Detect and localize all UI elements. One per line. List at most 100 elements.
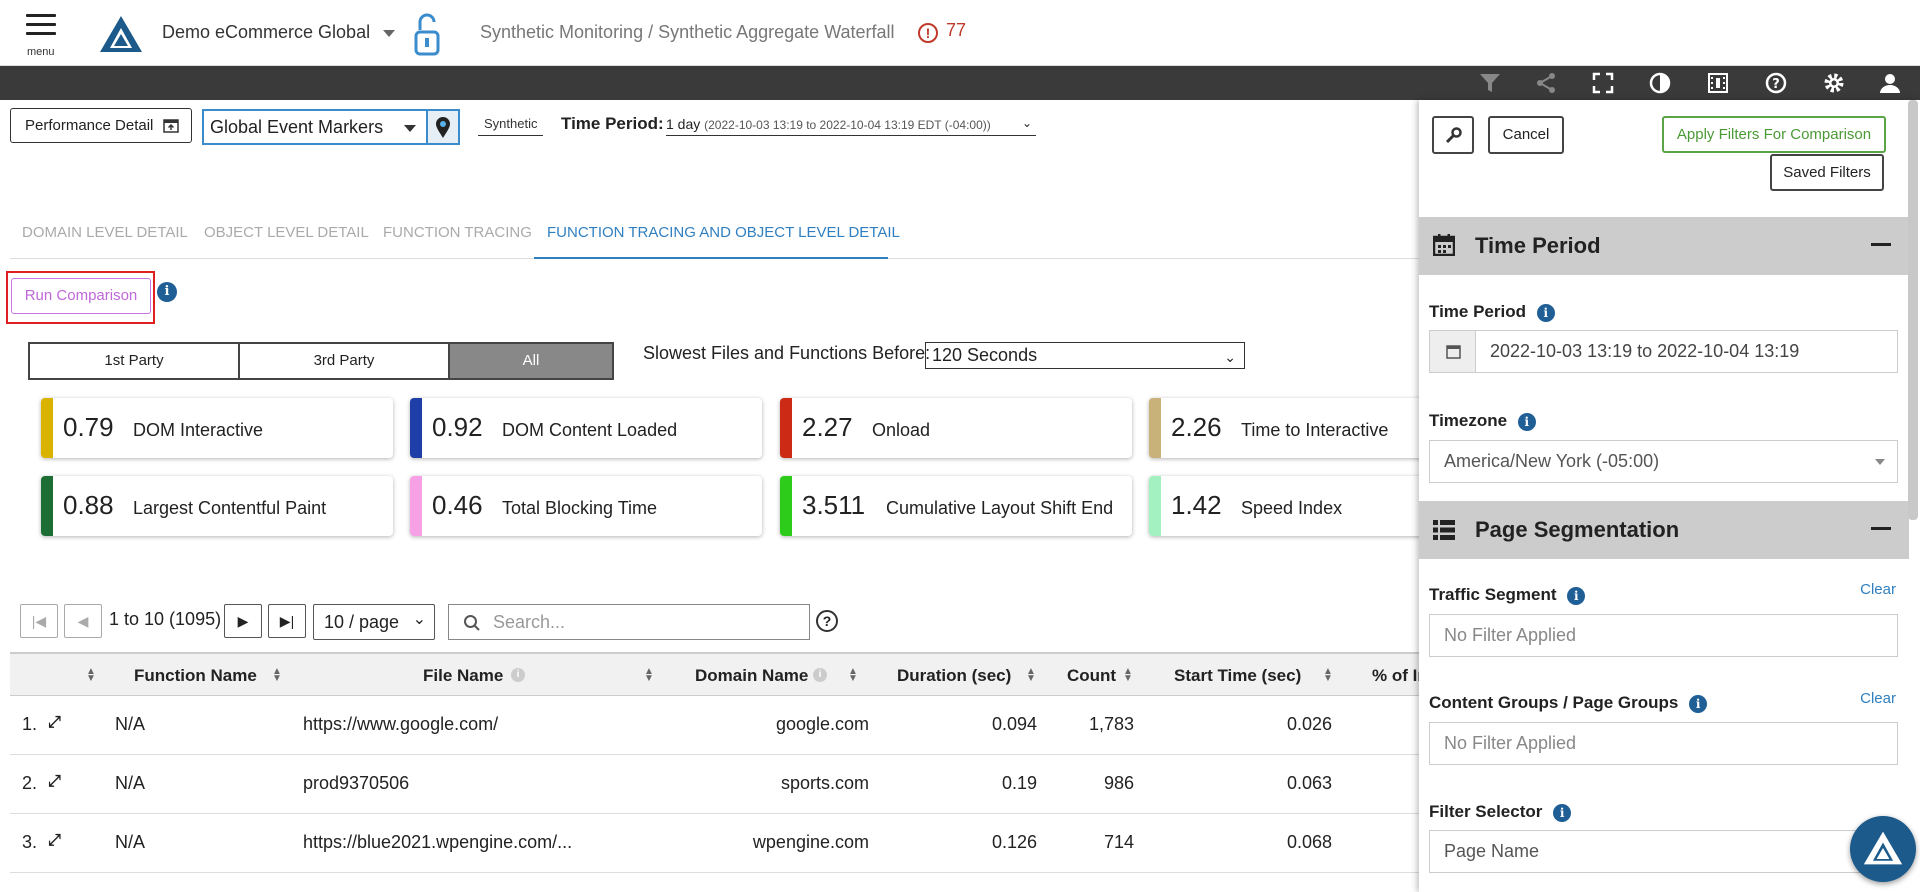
assistant-button[interactable] — [1850, 816, 1916, 882]
share-icon[interactable] — [1534, 71, 1558, 95]
info-icon[interactable]: i — [1536, 304, 1555, 322]
tab-object-level-detail[interactable]: OBJECT LEVEL DETAIL — [204, 224, 369, 241]
last-page-button[interactable]: ▶| — [268, 604, 306, 638]
wrench-button[interactable] — [1432, 116, 1474, 154]
app-switch-caret-icon[interactable] — [383, 30, 395, 37]
fullscreen-icon[interactable] — [1591, 71, 1615, 95]
info-icon[interactable]: i — [1689, 695, 1708, 713]
col-domain-name[interactable]: Domain Name — [695, 666, 809, 685]
collapse-icon[interactable] — [1871, 243, 1891, 246]
first-party-button[interactable]: 1st Party — [28, 342, 240, 380]
expand-icon[interactable]: ⤢ — [48, 832, 61, 849]
all-party-button[interactable]: All — [448, 342, 614, 380]
table-help-icon[interactable]: ? — [816, 610, 838, 632]
next-page-button[interactable]: ▶ — [224, 604, 262, 638]
sort-icon[interactable]: ▲ ▼ — [644, 666, 654, 684]
col-duration[interactable]: Duration (sec) — [897, 666, 1012, 685]
tab-function-tracing-and-object-level-detail[interactable]: FUNCTION TRACING AND OBJECT LEVEL DETAIL — [547, 224, 900, 241]
app-logo-icon — [100, 16, 142, 52]
map-pin-button[interactable] — [428, 109, 460, 145]
col-file-name[interactable]: File Name — [423, 666, 504, 685]
sort-icon[interactable]: ▲ ▼ — [1123, 666, 1133, 684]
app-title[interactable]: Demo eCommerce Global — [162, 22, 371, 42]
performance-detail-button[interactable]: Performance Detail — [10, 108, 192, 143]
metric-card[interactable]: 0.88 Largest Contentful Paint — [41, 476, 393, 536]
panel-scrollbar[interactable] — [1908, 100, 1918, 520]
contrast-icon[interactable] — [1648, 71, 1672, 95]
prev-page-button[interactable]: ◀ — [64, 604, 102, 638]
table-row[interactable]: ⤢ 3. N/A https://blue2021.wpengine.com/... w… — [10, 814, 1420, 873]
col-start-time[interactable]: Start Time (sec) — [1174, 666, 1302, 685]
col-count[interactable]: Count — [1067, 666, 1117, 685]
metric-value: 0.46 — [432, 490, 483, 520]
timezone-select[interactable]: America/New York (-05:00) — [1429, 440, 1898, 483]
alert-icon: ! — [918, 23, 938, 43]
page-segmentation-section-header[interactable]: Page Segmentation — [1419, 501, 1909, 559]
content-groups-field[interactable]: No Filter Applied — [1429, 722, 1898, 765]
start-time-cell: 0.068 — [1286, 832, 1332, 852]
filter-icon[interactable] — [1478, 71, 1502, 95]
info-icon[interactable]: i — [1553, 804, 1572, 822]
cancel-button[interactable]: Cancel — [1488, 116, 1564, 154]
third-party-button[interactable]: 3rd Party — [238, 342, 450, 380]
expand-icon[interactable]: ⤢ — [48, 714, 61, 731]
time-period-section-header[interactable]: Time Period — [1419, 217, 1909, 275]
time-period-field[interactable]: 2022-10-03 13:19 to 2022-10-04 13:19 — [1429, 330, 1898, 373]
metric-card[interactable]: 0.79 DOM Interactive — [41, 398, 393, 458]
film-icon[interactable] — [1706, 71, 1730, 95]
tab-function-tracing[interactable]: FUNCTION TRACING — [383, 224, 532, 241]
unlocked-icon[interactable] — [412, 12, 442, 56]
info-icon[interactable]: i — [157, 282, 177, 302]
clear-traffic-link[interactable]: Clear — [1860, 581, 1896, 598]
info-icon[interactable]: i — [813, 668, 827, 682]
metric-card[interactable]: 0.46 Total Blocking Time — [410, 476, 762, 536]
sort-icon[interactable]: ▲ ▼ — [86, 666, 96, 684]
time-period-field-label: Time Period i — [1429, 302, 1555, 322]
run-comparison-button[interactable]: Run Comparison — [11, 278, 151, 314]
filter-selector-label-text: Filter Selector — [1429, 802, 1543, 821]
info-icon[interactable]: i — [1567, 587, 1586, 605]
metric-value: 0.88 — [63, 490, 114, 520]
table-row[interactable]: ⤢ 1. N/A https://www.google.com/google.com 0… — [10, 696, 1420, 755]
tab-domain-level-detail[interactable]: DOMAIN LEVEL DETAIL — [22, 224, 188, 241]
sort-icon[interactable]: ▲ ▼ — [1323, 666, 1333, 684]
info-icon[interactable]: i — [1517, 413, 1536, 431]
apply-filters-button[interactable]: Apply Filters For Comparison — [1662, 116, 1886, 153]
event-markers-select[interactable]: Global Event Markers — [202, 109, 428, 145]
metric-card[interactable]: 2.27 Onload — [780, 398, 1132, 458]
metric-value: 3.511 — [802, 490, 866, 520]
table-row[interactable]: ⤢ 2. N/A prod9370506 sports.com 0.19 986 0.063 — [10, 755, 1420, 814]
traffic-segment-field[interactable]: No Filter Applied — [1429, 614, 1898, 657]
sort-icon[interactable]: ▲ ▼ — [848, 666, 858, 684]
metric-color-bar — [410, 476, 422, 536]
metric-card[interactable]: 0.92 DOM Content Loaded — [410, 398, 762, 458]
synthetic-tag[interactable]: Synthetic — [478, 116, 544, 136]
function-name-cell: N/A — [115, 832, 146, 852]
row-number: 1. — [22, 714, 38, 734]
slowest-select[interactable]: 120 Seconds ⌄ — [925, 342, 1245, 369]
sort-icon[interactable]: ▲ ▼ — [1026, 666, 1036, 684]
metric-color-bar — [1149, 398, 1161, 458]
sort-icon[interactable]: ▲ ▼ — [272, 666, 282, 684]
first-page-button[interactable]: |◀ — [20, 604, 58, 638]
info-icon[interactable]: i — [511, 668, 525, 682]
metric-card[interactable]: 3.511 Cumulative Layout Shift End — [780, 476, 1132, 536]
help-icon[interactable]: ? — [1764, 71, 1788, 95]
metric-color-bar — [410, 398, 422, 458]
per-page-select[interactable]: 10 / page ⌄ — [313, 604, 435, 640]
filter-selector-field[interactable]: Page Name — [1429, 830, 1898, 873]
clear-content-link[interactable]: Clear — [1860, 690, 1896, 707]
user-icon[interactable] — [1878, 71, 1902, 95]
expand-icon[interactable]: ⤢ — [48, 773, 61, 790]
saved-filters-button[interactable]: Saved Filters — [1770, 154, 1884, 191]
gear-icon[interactable] — [1822, 71, 1846, 95]
alert-indicator[interactable]: ! 77 — [918, 20, 966, 43]
chevron-down-icon: ⌄ — [1224, 349, 1236, 365]
hamburger-menu-icon[interactable] — [26, 14, 56, 41]
highlight-box — [6, 271, 155, 324]
search-input[interactable]: Search... — [448, 604, 810, 640]
col-percent[interactable]: % of In — [1372, 666, 1428, 685]
time-period-select[interactable]: 1 day (2022-10-03 13:19 to 2022-10-04 13… — [666, 116, 1036, 136]
collapse-icon[interactable] — [1871, 527, 1891, 530]
col-function-name[interactable]: Function Name — [134, 666, 257, 685]
